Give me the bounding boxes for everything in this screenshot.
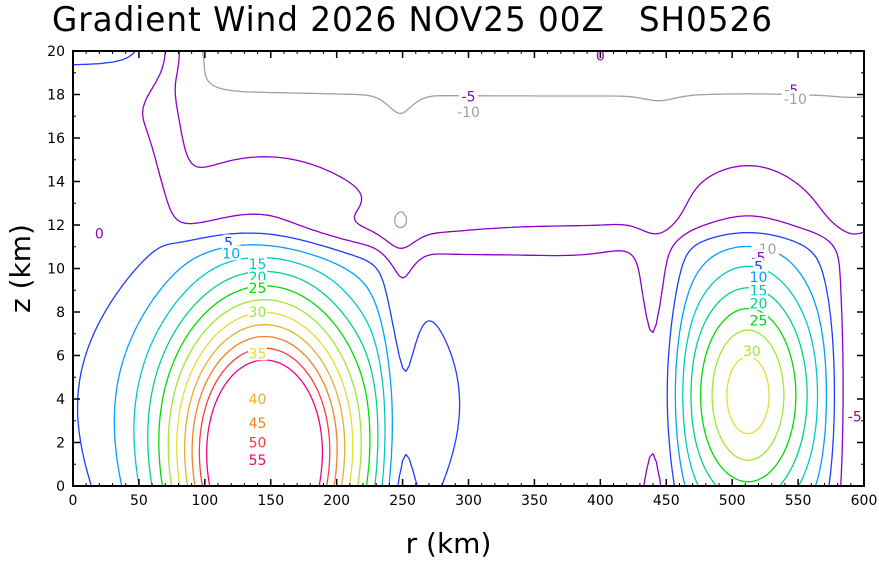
contour-label: 35: [249, 346, 267, 362]
contour-label: -5: [848, 409, 862, 425]
contour-line: [167, 299, 785, 486]
contour-line: [142, 51, 844, 486]
contour-label-bg: [248, 434, 268, 450]
x-axis: 0 50 100 150 200 250 300 350 400 450 500 550 600: [69, 51, 878, 509]
x-axis-label: r (km): [406, 527, 492, 560]
contour-label: 45: [249, 416, 267, 432]
contour-line: [174, 51, 864, 249]
contour-label-bg: [248, 304, 268, 319]
contour-label-bg: [749, 269, 769, 285]
contour-label-bg: [749, 295, 769, 311]
y-tick-label: 12: [47, 218, 65, 234]
contour-label-bg: [94, 225, 105, 241]
x-tick-label: 500: [719, 493, 746, 509]
x-tick-label: 600: [851, 493, 878, 509]
x-tick-label: 250: [389, 493, 416, 509]
contour-label: 55: [249, 453, 267, 469]
x-tick-label: 450: [653, 493, 680, 509]
contour-label: 50: [249, 436, 267, 452]
contour-label: 30: [743, 344, 761, 360]
contour-label: 15: [750, 283, 768, 299]
x-tick-label: 150: [257, 493, 284, 509]
contour-label-bg: [781, 90, 810, 106]
y-tick-label: 14: [47, 175, 65, 191]
contour-label: 0: [95, 227, 104, 243]
x-tick-label: 300: [455, 493, 482, 509]
contour-label-bg: [459, 88, 478, 104]
contour-line: [147, 270, 808, 486]
contour-line: [183, 324, 346, 486]
contour-label-bg: [248, 345, 268, 361]
y-axis-label: z (km): [4, 224, 37, 313]
contour-label: 10: [750, 270, 768, 286]
x-tick-label: 400: [587, 493, 614, 509]
y-tick-label: 18: [47, 88, 65, 104]
contour-label-bg: [845, 408, 865, 424]
contour-labels: 05101520253035404550550-5-10-5-10-10-551…: [94, 47, 865, 469]
x-tick-label: 50: [130, 493, 148, 509]
y-tick-label: 6: [56, 349, 65, 365]
contour-label: 5: [754, 259, 763, 275]
y-tick-label: 2: [56, 436, 65, 452]
contour-label: -5: [462, 90, 476, 106]
contour-label-bg: [742, 343, 762, 359]
contour-label: 25: [750, 314, 768, 330]
contour-label: 10: [222, 246, 240, 262]
contour-label-bg: [248, 391, 268, 406]
contour-label-bg: [248, 280, 268, 296]
contour-label: -10: [784, 92, 807, 108]
contour-label-bg: [753, 258, 764, 274]
contour-line: [191, 335, 338, 486]
contour-line: [113, 244, 828, 486]
contour-label-bg: [749, 282, 769, 298]
y-tick-label: 20: [47, 44, 65, 60]
y-tick-label: 8: [56, 305, 65, 321]
y-tick-label: 16: [47, 131, 65, 147]
x-tick-label: 100: [191, 493, 218, 509]
x-tick-label: 550: [785, 493, 812, 509]
contour-label: 20: [750, 296, 768, 312]
contour-label: 30: [249, 305, 267, 321]
contour-label-bg: [221, 245, 241, 261]
contour-label-bg: [454, 103, 483, 119]
contour-line: [176, 311, 770, 486]
x-tick-label: 350: [521, 493, 548, 509]
contour-label: 40: [249, 392, 267, 408]
contour-line: [201, 51, 864, 229]
contour-line: [198, 347, 331, 486]
y-tick-label: 4: [56, 392, 65, 408]
x-tick-label: 200: [323, 493, 350, 509]
y-tick-label: 10: [47, 262, 65, 278]
x-tick-label: 0: [69, 493, 78, 509]
contour-label: 25: [249, 281, 267, 297]
contour-label-bg: [248, 414, 268, 430]
contour-label: -10: [457, 105, 480, 121]
contour-line: [73, 51, 836, 486]
contour-line: [158, 285, 797, 486]
y-axis: 0 2 4 6 8 10 12 14 16 18 20: [47, 44, 864, 495]
contour-label-bg: [223, 234, 234, 250]
contour-lines: [73, 51, 864, 486]
y-tick-label: 0: [56, 479, 65, 495]
contour-label: 5: [224, 235, 233, 251]
contour-line: [206, 359, 324, 486]
contour-label-bg: [248, 451, 268, 467]
contour-label-bg: [749, 312, 769, 328]
chart-title: Gradient Wind 2026 NOV25 00Z SH0526: [52, 0, 773, 40]
contour-label: 15: [249, 257, 267, 273]
contour-label-bg: [248, 256, 268, 272]
